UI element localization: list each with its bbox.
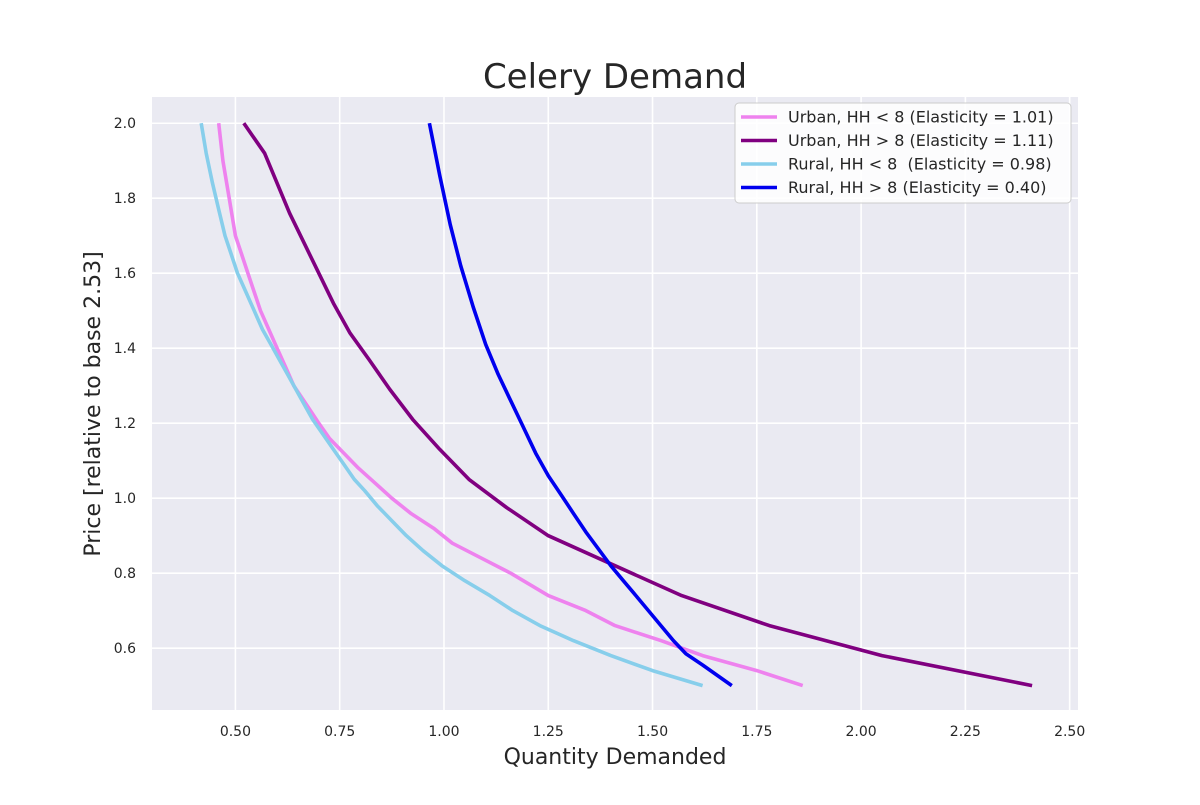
legend-label: Urban, HH < 8 (Elasticity = 1.01) — [788, 108, 1054, 127]
x-tick-label: 2.25 — [950, 724, 981, 740]
y-tick-label: 0.8 — [114, 566, 136, 582]
series-line-1 — [242, 122, 1033, 688]
y-tick-label: 1.6 — [114, 266, 136, 282]
y-tick-label: 2.0 — [114, 116, 136, 132]
x-tick-labels: 0.50 0.75 1.00 1.25 1.50 1.75 2.00 2.25 2.50 — [220, 724, 1085, 740]
legend-items: Urban, HH < 8 (Elasticity = 1.01) Urban, … — [741, 108, 1054, 197]
x-tick-label: 0.75 — [324, 724, 355, 740]
legend: Urban, HH < 8 (Elasticity = 1.01) Urban, … — [734, 102, 1072, 204]
x-tick-label: 2.00 — [846, 724, 877, 740]
chart-title: Celery Demand — [483, 57, 747, 97]
y-tick-label: 0.6 — [114, 641, 136, 657]
y-tick-label: 1.2 — [114, 416, 136, 432]
series-line-3 — [427, 122, 733, 688]
x-tick-label: 1.25 — [533, 724, 564, 740]
series-line-0 — [216, 122, 804, 688]
y-tick-label: 1.4 — [114, 341, 136, 357]
series-lines — [199, 122, 1033, 688]
y-tick-label: 1.0 — [114, 491, 136, 507]
legend-label: Urban, HH > 8 (Elasticity = 1.11) — [788, 131, 1054, 150]
x-tick-label: 0.50 — [220, 724, 251, 740]
y-axis-label: Price [relative to base 2.53] — [81, 251, 106, 556]
x-axis-label: Quantity Demanded — [504, 745, 727, 770]
x-tick-label: 1.00 — [428, 724, 459, 740]
series-line-2 — [199, 122, 704, 688]
legend-label: Rural, HH < 8 (Elasticity = 0.98) — [788, 155, 1052, 174]
legend-label: Rural, HH > 8 (Elasticity = 0.40) — [788, 178, 1047, 197]
x-tick-label: 1.50 — [637, 724, 668, 740]
x-tick-label: 2.50 — [1054, 724, 1085, 740]
legend-frame — [734, 102, 1072, 204]
x-tick-label: 1.75 — [741, 724, 772, 740]
y-tick-label: 1.8 — [114, 191, 136, 207]
y-tick-labels: 0.6 0.8 1.0 1.2 1.4 1.6 1.8 2.0 — [114, 116, 136, 657]
